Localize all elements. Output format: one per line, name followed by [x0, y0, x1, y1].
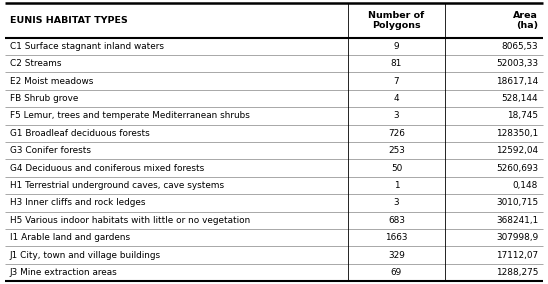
Text: 329: 329	[388, 250, 405, 260]
Text: H5 Various indoor habitats with little or no vegetation: H5 Various indoor habitats with little o…	[10, 216, 250, 225]
Text: G3 Conifer forests: G3 Conifer forests	[10, 146, 91, 155]
Text: 12592,04: 12592,04	[496, 146, 538, 155]
Text: 3: 3	[393, 199, 399, 207]
Text: 50: 50	[391, 164, 402, 173]
Text: 528,144: 528,144	[501, 94, 538, 103]
Text: G1 Broadleaf deciduous forests: G1 Broadleaf deciduous forests	[10, 129, 150, 138]
Text: J1 City, town and village buildings: J1 City, town and village buildings	[10, 250, 161, 260]
Text: 52003,33: 52003,33	[496, 59, 538, 68]
Text: 1: 1	[393, 181, 399, 190]
Text: C1 Surface stagnant inland waters: C1 Surface stagnant inland waters	[10, 42, 164, 51]
Text: 69: 69	[391, 268, 402, 277]
Text: 81: 81	[391, 59, 402, 68]
Text: 5260,693: 5260,693	[496, 164, 538, 173]
Text: 726: 726	[388, 129, 405, 138]
Text: 4: 4	[393, 94, 399, 103]
Text: EUNIS HABITAT TYPES: EUNIS HABITAT TYPES	[10, 16, 128, 25]
Text: 253: 253	[388, 146, 405, 155]
Text: J3 Mine extraction areas: J3 Mine extraction areas	[10, 268, 118, 277]
Text: G4 Deciduous and coniferous mixed forests: G4 Deciduous and coniferous mixed forest…	[10, 164, 204, 173]
Text: 18,745: 18,745	[507, 111, 538, 120]
Text: Area
(ha): Area (ha)	[513, 11, 538, 30]
Text: Number of
Polygons: Number of Polygons	[368, 11, 425, 30]
Text: 1663: 1663	[385, 233, 408, 242]
Text: 1288,275: 1288,275	[496, 268, 538, 277]
Text: 18617,14: 18617,14	[496, 77, 538, 85]
Text: 9: 9	[393, 42, 399, 51]
Text: 17112,07: 17112,07	[496, 250, 538, 260]
Text: 7: 7	[393, 77, 399, 85]
Text: H3 Inner cliffs and rock ledges: H3 Inner cliffs and rock ledges	[10, 199, 145, 207]
Text: 3010,715: 3010,715	[496, 199, 538, 207]
Text: FB Shrub grove: FB Shrub grove	[10, 94, 78, 103]
Text: 3: 3	[393, 111, 399, 120]
Text: F5 Lemur, trees and temperate Mediterranean shrubs: F5 Lemur, trees and temperate Mediterran…	[10, 111, 250, 120]
Text: C2 Streams: C2 Streams	[10, 59, 61, 68]
Text: H1 Terrestrial underground caves, cave systems: H1 Terrestrial underground caves, cave s…	[10, 181, 224, 190]
Text: 307998,9: 307998,9	[496, 233, 538, 242]
Text: 0,148: 0,148	[513, 181, 538, 190]
Text: 128350,1: 128350,1	[496, 129, 538, 138]
Text: 683: 683	[388, 216, 405, 225]
Text: I1 Arable land and gardens: I1 Arable land and gardens	[10, 233, 130, 242]
Text: E2 Moist meadows: E2 Moist meadows	[10, 77, 93, 85]
Text: 368241,1: 368241,1	[496, 216, 538, 225]
Text: 8065,53: 8065,53	[501, 42, 538, 51]
